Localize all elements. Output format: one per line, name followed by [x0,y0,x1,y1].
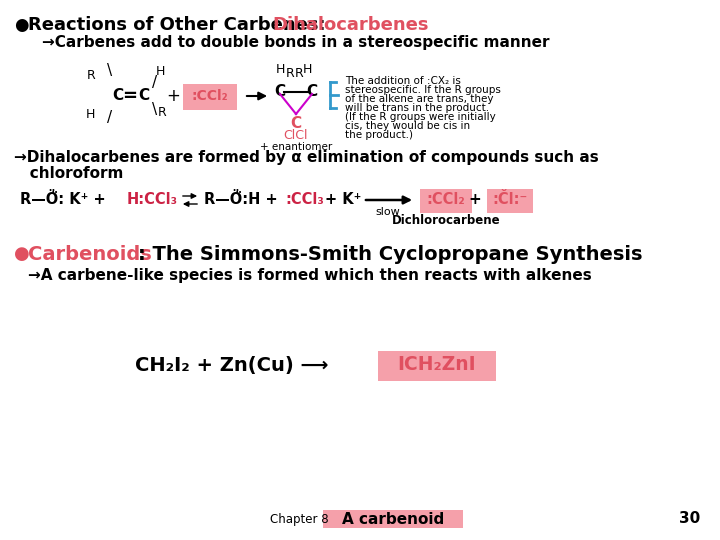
Text: A carbenoid: A carbenoid [342,511,444,526]
Text: C: C [307,84,318,99]
Text: : The Simmons-Smith Cyclopropane Synthesis: : The Simmons-Smith Cyclopropane Synthes… [138,245,642,264]
Text: The addition of :CX₂ is: The addition of :CX₂ is [345,76,461,86]
Text: Reactions of Other Carbenes:: Reactions of Other Carbenes: [28,16,332,34]
Text: :CCl₂: :CCl₂ [427,192,465,207]
Text: =: = [122,87,138,105]
Text: H: H [276,63,285,76]
Text: ●: ● [14,16,29,34]
Text: R: R [158,106,167,119]
Text: \: \ [107,63,112,78]
Text: of the alkene are trans, they: of the alkene are trans, they [345,94,493,104]
Text: R: R [86,69,95,82]
FancyBboxPatch shape [487,189,533,213]
Text: \: \ [152,102,157,117]
Text: R—Ö̈:H +: R—Ö̈:H + [204,192,278,207]
Text: /: / [152,75,157,90]
Text: will be trans in the product.: will be trans in the product. [345,103,489,113]
Text: Chapter 8: Chapter 8 [270,513,328,526]
Text: Dichlorocarbene: Dichlorocarbene [392,214,500,227]
Text: +: + [166,87,180,105]
Text: +: + [469,192,482,207]
FancyBboxPatch shape [378,351,496,381]
Text: Dihalocarbenes: Dihalocarbenes [272,16,428,34]
Text: →Carbenes add to double bonds in a stereospecific manner: →Carbenes add to double bonds in a stere… [42,35,549,50]
Text: R: R [295,67,304,80]
Text: :Čl:⁻: :Čl:⁻ [492,192,528,207]
Text: chloroform: chloroform [14,166,123,181]
Text: (If the R groups were initially: (If the R groups were initially [345,112,496,122]
Text: + enantiomer: + enantiomer [260,142,332,152]
Text: Carbenoids: Carbenoids [28,245,152,264]
Text: C: C [138,89,150,104]
Text: →Dihalocarbenes are formed by α elimination of compounds such as: →Dihalocarbenes are formed by α eliminat… [14,150,599,165]
Text: H:CCl₃: H:CCl₃ [127,192,178,207]
Text: stereospecific. If the R groups: stereospecific. If the R groups [345,85,501,95]
Text: cis, they would be cis in: cis, they would be cis in [345,121,470,131]
Text: 30: 30 [679,511,700,526]
Text: /: / [107,110,112,125]
FancyBboxPatch shape [323,510,463,528]
Text: + K⁺: + K⁺ [325,192,361,207]
Text: slow: slow [376,207,400,217]
Text: C: C [112,89,124,104]
Text: :CCl₂: :CCl₂ [192,89,228,103]
Text: the product.): the product.) [345,130,413,140]
Text: H: H [156,65,166,78]
FancyBboxPatch shape [420,189,472,213]
Text: H: H [303,63,312,76]
Text: →A carbene-like species is formed which then reacts with alkenes: →A carbene-like species is formed which … [28,268,592,283]
Text: :CCl₃: :CCl₃ [285,192,324,207]
Text: CH₂I₂ + Zn(Cu) ⟶: CH₂I₂ + Zn(Cu) ⟶ [135,355,328,375]
Text: C: C [290,116,302,131]
Text: R—Ö̈: K⁺ +: R—Ö̈: K⁺ + [20,192,106,207]
Text: H: H [86,108,95,121]
Text: C: C [274,84,286,99]
Text: ICH₂ZnI: ICH₂ZnI [397,355,477,375]
Text: ClCl: ClCl [284,129,308,142]
Text: ●: ● [14,245,30,263]
FancyBboxPatch shape [183,84,237,110]
Text: R: R [286,67,294,80]
